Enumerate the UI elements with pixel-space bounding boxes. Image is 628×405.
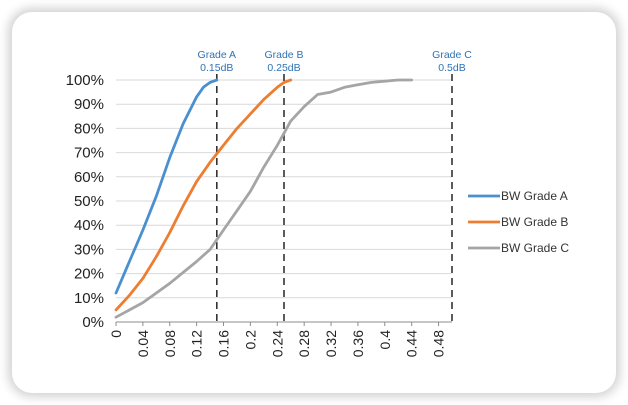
x-tick-label: 0.28 bbox=[296, 330, 312, 357]
reference-label-value: 0.5dB bbox=[438, 62, 465, 74]
legend: BW Grade A BW Grade B BW Grade C bbox=[468, 189, 569, 255]
x-tick-label: 0 bbox=[108, 330, 124, 338]
x-tick-label: 0.4 bbox=[377, 330, 393, 350]
x-tick-label: 0.08 bbox=[162, 330, 178, 357]
reference-label-value: 0.15dB bbox=[200, 62, 233, 74]
y-tick-label: 70% bbox=[74, 145, 104, 162]
reference-label-name: Grade A bbox=[198, 49, 237, 61]
y-tick-label: 10% bbox=[74, 290, 104, 307]
y-tick-label: 50% bbox=[74, 193, 104, 210]
y-tick-label: 20% bbox=[74, 266, 104, 283]
x-tick-label: 0.32 bbox=[323, 330, 339, 357]
chart-card bbox=[12, 12, 616, 393]
legend-label: BW Grade A bbox=[501, 189, 568, 203]
x-tick-label: 0.2 bbox=[242, 330, 258, 350]
reference-label-name: Grade B bbox=[264, 49, 303, 61]
x-tick-label: 0.12 bbox=[189, 330, 205, 357]
y-tick-label: 90% bbox=[74, 96, 104, 113]
y-tick-label: 60% bbox=[74, 169, 104, 186]
x-axis-ticks: 0 0.04 0.08 0.12 0.16 0.2 0.24 0.28 0.32 0.36 0.4 0… bbox=[108, 322, 447, 357]
y-tick-label: 100% bbox=[66, 72, 104, 89]
reference-label-name: Grade C bbox=[432, 49, 472, 61]
legend-label: BW Grade C bbox=[501, 241, 569, 255]
y-tick-label: 40% bbox=[74, 217, 104, 234]
x-tick-label: 0.24 bbox=[269, 330, 285, 357]
x-tick-label: 0.36 bbox=[350, 330, 366, 357]
reference-label-value: 0.25dB bbox=[267, 62, 300, 74]
series-line-1 bbox=[114, 78, 219, 295]
legend-label: BW Grade B bbox=[501, 215, 568, 229]
series-line-3 bbox=[114, 78, 414, 319]
series-line-2 bbox=[114, 78, 293, 312]
y-tick-label: 80% bbox=[74, 120, 104, 137]
y-axis-ticks: 0% 10% 20% 30% 40% 50% 60% 70% 80% 90% 100% bbox=[66, 72, 104, 331]
x-tick-label: 0.48 bbox=[431, 330, 447, 357]
x-tick-label: 0.16 bbox=[216, 330, 232, 357]
reference-lines: Grade A0.15dB Grade B0.25dB Grade C0.5dB bbox=[198, 49, 472, 322]
y-tick-label: 30% bbox=[74, 241, 104, 258]
x-tick-label: 0.44 bbox=[404, 330, 420, 357]
x-tick-label: 0.04 bbox=[135, 330, 151, 357]
series-lines bbox=[114, 78, 414, 319]
y-tick-label: 0% bbox=[82, 314, 104, 331]
